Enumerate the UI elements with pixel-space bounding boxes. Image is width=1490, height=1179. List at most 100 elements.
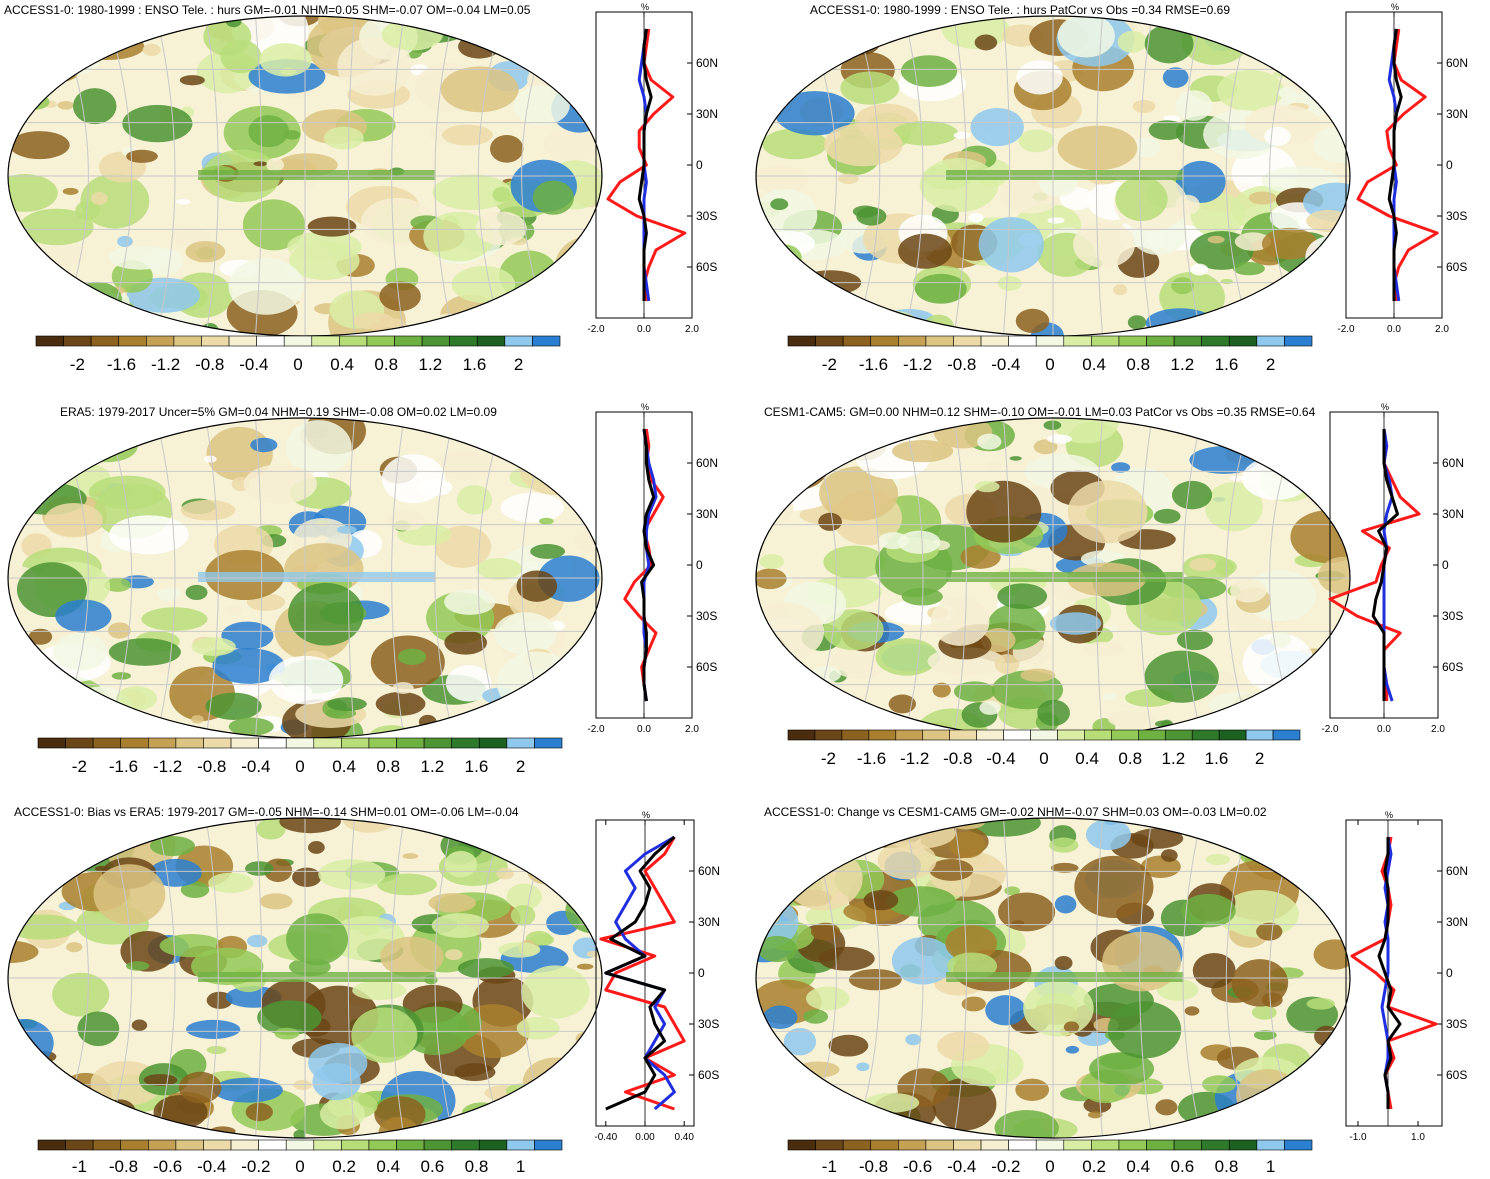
x-tick-label: 2.0	[1431, 724, 1445, 735]
colorbar-swatch	[423, 1139, 452, 1151]
map-field	[8, 818, 602, 1138]
colorbar-swatch	[787, 1139, 816, 1151]
colorbar-swatch	[478, 1139, 508, 1151]
lat-tick-label: 0	[698, 966, 705, 980]
panel-3: ERA5: 1979-2017 Uncer=5% GM=0.04 NHM=0.1…	[7, 402, 718, 776]
colorbar-tick-label: -0.8	[943, 749, 972, 768]
colorbar-swatch	[201, 335, 230, 347]
colorbar-tick-label: 1	[516, 1157, 525, 1174]
colorbar-swatch	[787, 335, 816, 347]
colorbar-swatch	[65, 737, 94, 749]
colorbar-swatch	[1091, 335, 1120, 347]
lat-tick-label: 60N	[1442, 456, 1464, 470]
lat-tick-label: 60S	[698, 1068, 719, 1082]
colorbar-tick-label: -1	[72, 1157, 87, 1174]
colorbar-swatch	[1057, 729, 1085, 741]
colorbar-swatch	[339, 335, 368, 347]
map-outline	[7, 817, 603, 1139]
colorbar-tick-label: -1.6	[107, 355, 136, 374]
colorbar-swatch	[421, 335, 450, 347]
colorbar-swatch	[37, 737, 66, 749]
colorbar-swatch	[341, 1139, 370, 1151]
colorbar-swatch	[898, 1139, 927, 1151]
map-field	[8, 16, 602, 336]
lat-tick-label: 60S	[1446, 1068, 1467, 1082]
colorbar-tick-label: -1.2	[153, 757, 182, 776]
lat-tick-label: 60N	[696, 56, 718, 70]
colorbar-swatch	[313, 1139, 342, 1151]
colorbar-tick-label: 0.8	[1126, 355, 1150, 374]
colorbar-tick-label: 2	[1266, 355, 1275, 374]
colorbar-tick-label: -2	[821, 749, 836, 768]
colorbar-swatch	[92, 737, 122, 749]
colorbar-swatch	[1111, 729, 1139, 741]
colorbar-tick-label: -1.2	[151, 355, 180, 374]
colorbar-tick-label: 0.4	[1075, 749, 1099, 768]
colorbar-swatch	[1146, 335, 1175, 347]
colorbar-swatch	[285, 737, 315, 749]
colorbar-swatch	[895, 729, 924, 741]
lat-tick-label: 60S	[696, 660, 717, 674]
colorbar-swatch	[120, 737, 149, 749]
colorbar-tick-label: -0.4	[197, 1157, 226, 1174]
colorbar-swatch	[173, 335, 202, 347]
colorbar-tick-label: 0.8	[374, 355, 398, 374]
colorbar-tick-label: 1.2	[419, 355, 443, 374]
colorbar-swatch	[394, 335, 423, 347]
lat-tick-label: 0	[696, 158, 703, 172]
series-line-black	[640, 428, 656, 702]
colorbar-tick-label: -0.4	[947, 1157, 976, 1174]
zonal-unit: %	[1385, 810, 1393, 820]
colorbar-swatch	[953, 335, 982, 347]
colorbar-swatch	[506, 737, 535, 749]
panel-1: ACCESS1-0: 1980-1999 : ENSO Tele. : hurs…	[4, 2, 718, 374]
colorbar-tick-label: -0.4	[991, 355, 1020, 374]
colorbar-tick-label: -1.6	[859, 355, 888, 374]
lat-tick-label: 60N	[696, 456, 718, 470]
colorbar-swatch	[37, 1139, 66, 1151]
colorbar-swatch	[1138, 729, 1166, 741]
colorbar-tick-label: 1.6	[1205, 749, 1229, 768]
colorbar-swatch	[285, 1139, 315, 1151]
colorbar-swatch	[1173, 1139, 1202, 1151]
colorbar-tick-label: 1	[1266, 1157, 1275, 1174]
colorbar-swatch	[815, 335, 844, 347]
colorbar-tick-label: 0	[1039, 749, 1048, 768]
colorbar-swatch	[203, 737, 232, 749]
colorbar-swatch	[449, 335, 478, 347]
colorbar-tick-label: -1.6	[109, 757, 138, 776]
colorbar-tick-label: 0.2	[332, 1157, 356, 1174]
map-field	[8, 418, 602, 738]
colorbar-tick-label: 2	[514, 355, 523, 374]
colorbar-swatch	[146, 335, 175, 347]
colorbar-swatch	[1228, 1139, 1258, 1151]
lat-tick-label: 0	[1442, 558, 1449, 572]
series-line-black	[1371, 429, 1399, 701]
x-tick-label: -2.0	[1321, 724, 1339, 735]
colorbar-swatch	[868, 729, 897, 741]
colorbar-swatch	[949, 729, 977, 741]
series-line-red	[1356, 28, 1439, 302]
colorbar-swatch	[396, 1139, 425, 1151]
panel-title: CESM1-CAM5: GM=0.00 NHM=0.12 SHM=-0.10 O…	[764, 405, 1316, 419]
panel-title: ACCESS1-0: 1980-1999 : ENSO Tele. : hurs…	[810, 3, 1230, 17]
lat-tick-label: 30S	[1442, 609, 1463, 623]
colorbar-swatch	[925, 1139, 954, 1151]
colorbar-tick-label: 0	[293, 355, 302, 374]
colorbar-swatch	[451, 737, 480, 749]
lat-tick-label: 30N	[1446, 107, 1468, 121]
colorbar-swatch	[1164, 729, 1193, 741]
x-tick-label: 2.0	[685, 724, 699, 735]
panel-4: CESM1-CAM5: GM=0.00 NHM=0.12 SHM=-0.10 O…	[755, 402, 1464, 768]
colorbar-tick-label: 0.8	[465, 1157, 489, 1174]
colorbar-swatch	[175, 1139, 204, 1151]
map-field	[756, 16, 1350, 336]
colorbar-swatch	[534, 737, 563, 749]
colorbar-swatch	[478, 737, 508, 749]
colorbar: -2 -1.6 -1.2 -0.8 -0.4 0 0.4 0.8 1.2 1.6 2	[787, 335, 1313, 374]
colorbar-swatch	[311, 335, 340, 347]
zonal-unit: %	[641, 2, 649, 12]
colorbar-swatch	[506, 1139, 535, 1151]
colorbar-tick-label: 2	[1255, 749, 1264, 768]
